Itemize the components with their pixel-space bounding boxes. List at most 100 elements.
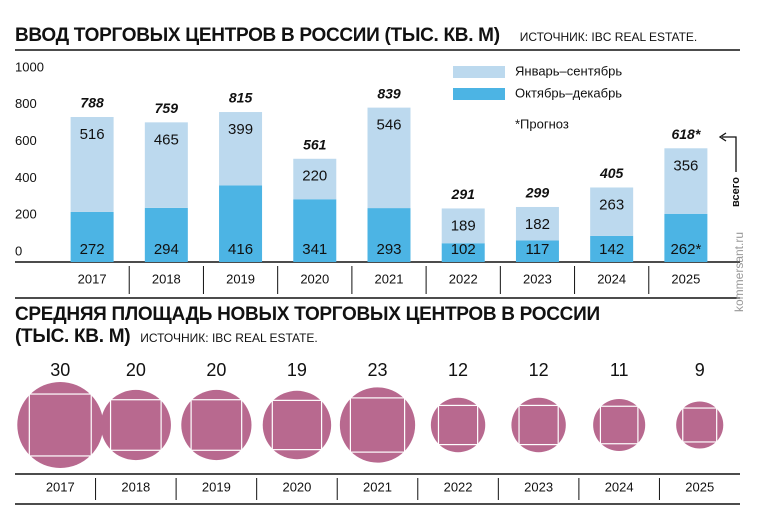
inner-square [190,399,243,451]
legend-label: Январь–сентябрь [515,63,622,78]
x-tick-label: 2022 [449,271,478,286]
total-label: 839 [377,85,401,101]
bar-segment [144,122,188,208]
chart-title-block: ВВОД ТОРГОВЫХ ЦЕНТРОВ В РОССИИ (ТЫС. КВ.… [15,25,755,48]
watermark: kommersant.ru [732,232,746,312]
value-label: 20 [206,360,226,380]
value-label: 263 [599,196,624,213]
bubble [262,390,332,460]
bubble [593,398,646,452]
x-tick-label: 2025 [685,479,714,494]
value-label: 20 [126,360,146,380]
inner-square [28,393,92,457]
bar-segment [219,185,263,262]
x-tick-label: 2017 [46,479,75,494]
value-label: 142 [599,241,624,258]
bar-segment [367,107,411,209]
chart-title: ВВОД ТОРГОВЫХ ЦЕНТРОВ В РОССИИ (ТЫС. КВ.… [15,25,500,46]
total-label: 561 [303,136,327,152]
value-label: 117 [525,241,549,258]
total-label: 788 [80,95,104,111]
value-label: 182 [525,216,550,233]
bar-segment [590,235,634,262]
y-tick-label: 600 [15,133,37,148]
value-label: 23 [367,360,387,380]
x-tick-label: 2025 [671,271,700,286]
bar-segment [367,208,411,262]
total-label: 405 [599,165,624,181]
chart-source: ИСТОЧНИК: IBC REAL ESTATE. [140,331,318,345]
value-label: 416 [228,241,253,258]
legend-swatch [453,66,505,78]
x-tick-label: 2018 [121,479,150,494]
value-label: 19 [287,360,307,380]
value-label: 516 [80,126,105,143]
value-label: 11 [610,360,629,380]
bar-segment [515,206,559,241]
bar-segment [293,158,337,200]
bar-segment [70,211,114,262]
inner-square [518,404,559,446]
inner-square [682,407,718,443]
value-label: 220 [302,168,327,185]
bubble [339,387,416,463]
chart-title-block: СРЕДНЯЯ ПЛОЩАДЬ НОВЫХ ТОРГОВЫХ ЦЕНТРОВ В… [15,304,655,349]
value-label: 272 [80,241,105,258]
x-tick-label: 2020 [282,479,311,494]
value-label: 30 [50,360,70,380]
legend-swatch [453,88,505,100]
x-tick-label: 2020 [300,271,329,286]
x-tick-label: 2023 [523,271,552,286]
total-label: 299 [525,185,550,201]
arrow [718,132,737,172]
annotation: *Прогноз [515,116,569,131]
total-label: 759 [155,100,179,116]
annotation: всего [730,177,742,207]
x-tick-label: 2024 [605,479,634,494]
x-tick-label: 2017 [78,271,107,286]
y-tick-label: 1000 [15,59,44,74]
value-label: 356 [673,157,698,174]
value-label: 189 [451,217,476,234]
value-label: 12 [529,360,549,380]
bar-segment [664,213,708,262]
inner-square [437,404,479,446]
value-label: 102 [451,241,476,258]
value-label: 341 [302,241,327,258]
value-label: 12 [448,360,468,380]
x-tick-label: 2021 [363,479,392,494]
bar-segment [70,117,114,212]
inner-square [271,399,323,451]
value-label: 293 [376,241,401,258]
x-tick-label: 2019 [226,271,255,286]
y-tick-label: 0 [15,243,22,258]
bar-segment [293,199,337,262]
bubble [181,389,252,461]
y-tick-label: 200 [15,207,37,222]
x-tick-label: 2021 [375,271,404,286]
x-tick-label: 2018 [152,271,181,286]
bar-segment [664,148,708,214]
total-label: 618* [671,126,700,142]
bubble [430,397,486,453]
y-tick-label: 800 [15,96,37,111]
total-label: 291 [451,186,476,202]
legend-label: Октябрь–декабрь [515,85,622,100]
bubble [676,401,724,449]
bar-segment [144,207,188,262]
x-tick-label: 2024 [597,271,626,286]
bubble [17,382,104,468]
bar-segment [515,240,559,262]
bar-segment [441,243,485,262]
value-label: 294 [154,241,179,258]
chart-title: СРЕДНЯЯ ПЛОЩАДЬ НОВЫХ ТОРГОВЫХ ЦЕНТРОВ В… [15,304,600,347]
value-label: 465 [154,131,179,148]
inner-square [109,399,162,451]
value-label: 262* [670,241,701,258]
x-tick-label: 2019 [202,479,231,494]
bar-segment [590,187,634,236]
inner-square [599,405,639,445]
bar-segment [441,208,485,244]
